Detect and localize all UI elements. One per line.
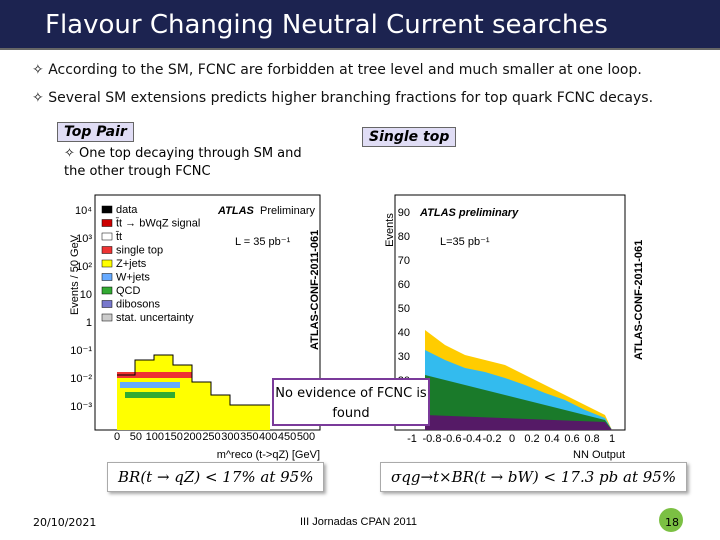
y-axis-label: Events <box>384 213 396 247</box>
legend-label: Z+jets <box>116 258 147 270</box>
y-tick-label: 90 <box>398 207 410 219</box>
hist-bar <box>120 382 180 388</box>
x-tick-label: -0.2 <box>483 433 502 445</box>
hist-bar <box>117 375 135 430</box>
x-tick-label: 0 <box>509 433 515 445</box>
x-tick-label: -1 <box>407 433 417 445</box>
x-tick-label: 450 <box>278 431 296 443</box>
x-tick-label: 250 <box>202 431 220 443</box>
x-axis-label: NN Output <box>573 449 625 461</box>
legend-swatch <box>101 300 113 308</box>
x-axis-label: m^reco (t->qZ) [GeV] <box>217 449 320 461</box>
x-tick-label: 0 <box>114 431 120 443</box>
legend-swatch <box>101 246 113 254</box>
conf: ATLAS-CONF-2011-061 <box>633 240 645 360</box>
x-tick-label: 1 <box>609 433 615 445</box>
y-tick-label: 10 <box>80 289 92 301</box>
y-tick-label: 40 <box>398 327 410 339</box>
x-tick-label: 0.4 <box>544 433 559 445</box>
x-tick-label: 350 <box>240 431 258 443</box>
legend-swatch <box>101 273 113 281</box>
page-number: 18 <box>665 516 679 529</box>
experiment: ATLAS <box>217 205 255 217</box>
legend-label: W+jets <box>116 272 150 284</box>
hist-bar <box>125 392 175 398</box>
hist-bar <box>173 365 192 430</box>
y-tick-label: 60 <box>398 279 410 291</box>
bullet-icon: ✧ <box>64 146 80 161</box>
y-tick-label: 80 <box>398 231 410 243</box>
y-tick-label: 30 <box>398 351 410 363</box>
conf: ATLAS-CONF-2011-061 <box>309 230 321 350</box>
x-tick-label: 0.8 <box>584 433 599 445</box>
x-tick-label: 200 <box>183 431 201 443</box>
x-tick-label: -0.8 <box>423 433 442 445</box>
lumi: L = 35 pb⁻¹ <box>235 236 291 248</box>
y-tick-label: 10² <box>76 261 92 273</box>
x-tick-label: 0.2 <box>524 433 539 445</box>
lumi: L=35 pb⁻¹ <box>440 236 490 248</box>
legend-label: t̄t → bWqZ signal <box>115 217 200 229</box>
legend-label: dibosons <box>116 299 161 311</box>
legend-swatch <box>101 219 113 227</box>
y-tick-label: 50 <box>398 303 410 315</box>
stack <box>425 415 612 430</box>
hist-bar <box>230 405 270 430</box>
sub-bullet: ✧ One top decaying through SM and the ot… <box>64 145 324 181</box>
hist-outline <box>117 354 270 406</box>
legend-swatch <box>101 232 113 241</box>
footer-event: III Jornadas CPAN 2011 <box>300 516 417 528</box>
legend-label: QCD <box>116 285 141 297</box>
status: Preliminary <box>260 205 316 217</box>
x-tick-label: 400 <box>259 431 277 443</box>
bullet: According to the SM, FCNC are forbidden … <box>32 62 642 78</box>
x-tick-label: 100 <box>146 431 164 443</box>
bullet: Several SM extensions predicts higher br… <box>32 90 653 106</box>
y-tick-label: 1 <box>86 317 92 329</box>
legend-swatch <box>101 205 113 214</box>
result-formula: BR(t → qZ) < 17% at 95% <box>107 462 325 492</box>
hist-bar <box>211 395 230 430</box>
y-tick-label: 10⁴ <box>75 205 92 217</box>
x-tick-label: 0.6 <box>564 433 579 445</box>
footer-date: 20/10/2021 <box>33 516 97 529</box>
y-tick-label: 10⁻¹ <box>70 345 92 357</box>
result-formula: σqg→t×BR(t → bW) < 17.3 pb at 95% <box>380 462 688 492</box>
x-tick-label: -0.4 <box>463 433 482 445</box>
legend-label: stat. uncertainty <box>116 312 194 324</box>
callout: No evidence of FCNC is found <box>272 378 430 426</box>
legend-swatch <box>101 313 113 322</box>
legend-swatch <box>101 259 113 268</box>
legend-label: data <box>116 204 138 216</box>
y-tick-label: 10³ <box>76 233 92 245</box>
y-tick-label: 70 <box>398 255 410 267</box>
legend-label: single top <box>116 245 163 257</box>
logo-blob <box>659 508 683 532</box>
x-tick-label: 50 <box>130 431 142 443</box>
x-tick-label: 500 <box>297 431 315 443</box>
x-tick-label: 150 <box>165 431 183 443</box>
legend-swatch <box>101 286 113 295</box>
y-tick-label: 10⁻² <box>70 373 92 385</box>
hist-bar <box>117 372 192 378</box>
hist-bar <box>192 382 211 430</box>
status: ATLAS preliminary <box>419 207 519 219</box>
x-tick-label: -0.6 <box>443 433 462 445</box>
logo <box>659 508 683 532</box>
section-tag: Top Pair <box>57 122 134 142</box>
right-plot: 908070605040302010-1-0.8-0.6-0.4-0.200.2… <box>384 194 645 461</box>
slide-title: Flavour Changing Neutral Current searche… <box>0 0 720 50</box>
y-tick-label: 10⁻³ <box>70 401 92 413</box>
note: One top decaying through SM and the othe… <box>64 146 302 179</box>
stack <box>425 375 612 430</box>
legend-label: t̄t <box>115 231 122 243</box>
y-axis-label: Events / 50 GeV <box>69 234 81 315</box>
section-tag: Single top <box>362 127 457 147</box>
x-tick-label: 300 <box>221 431 239 443</box>
